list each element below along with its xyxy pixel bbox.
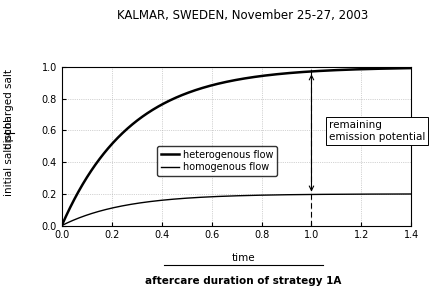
Text: initial salt pool: initial salt pool [4,119,14,196]
Text: time: time [231,253,255,263]
Text: aftercare duration of strategy 1A: aftercare duration of strategy 1A [145,276,341,286]
Text: KALMAR, SWEDEN, November 25-27, 2003: KALMAR, SWEDEN, November 25-27, 2003 [118,9,369,22]
Text: discharged salt: discharged salt [4,69,14,149]
Text: remaining
emission potential: remaining emission potential [329,121,425,142]
Legend: heterogenous flow, homogenous flow: heterogenous flow, homogenous flow [157,146,277,176]
